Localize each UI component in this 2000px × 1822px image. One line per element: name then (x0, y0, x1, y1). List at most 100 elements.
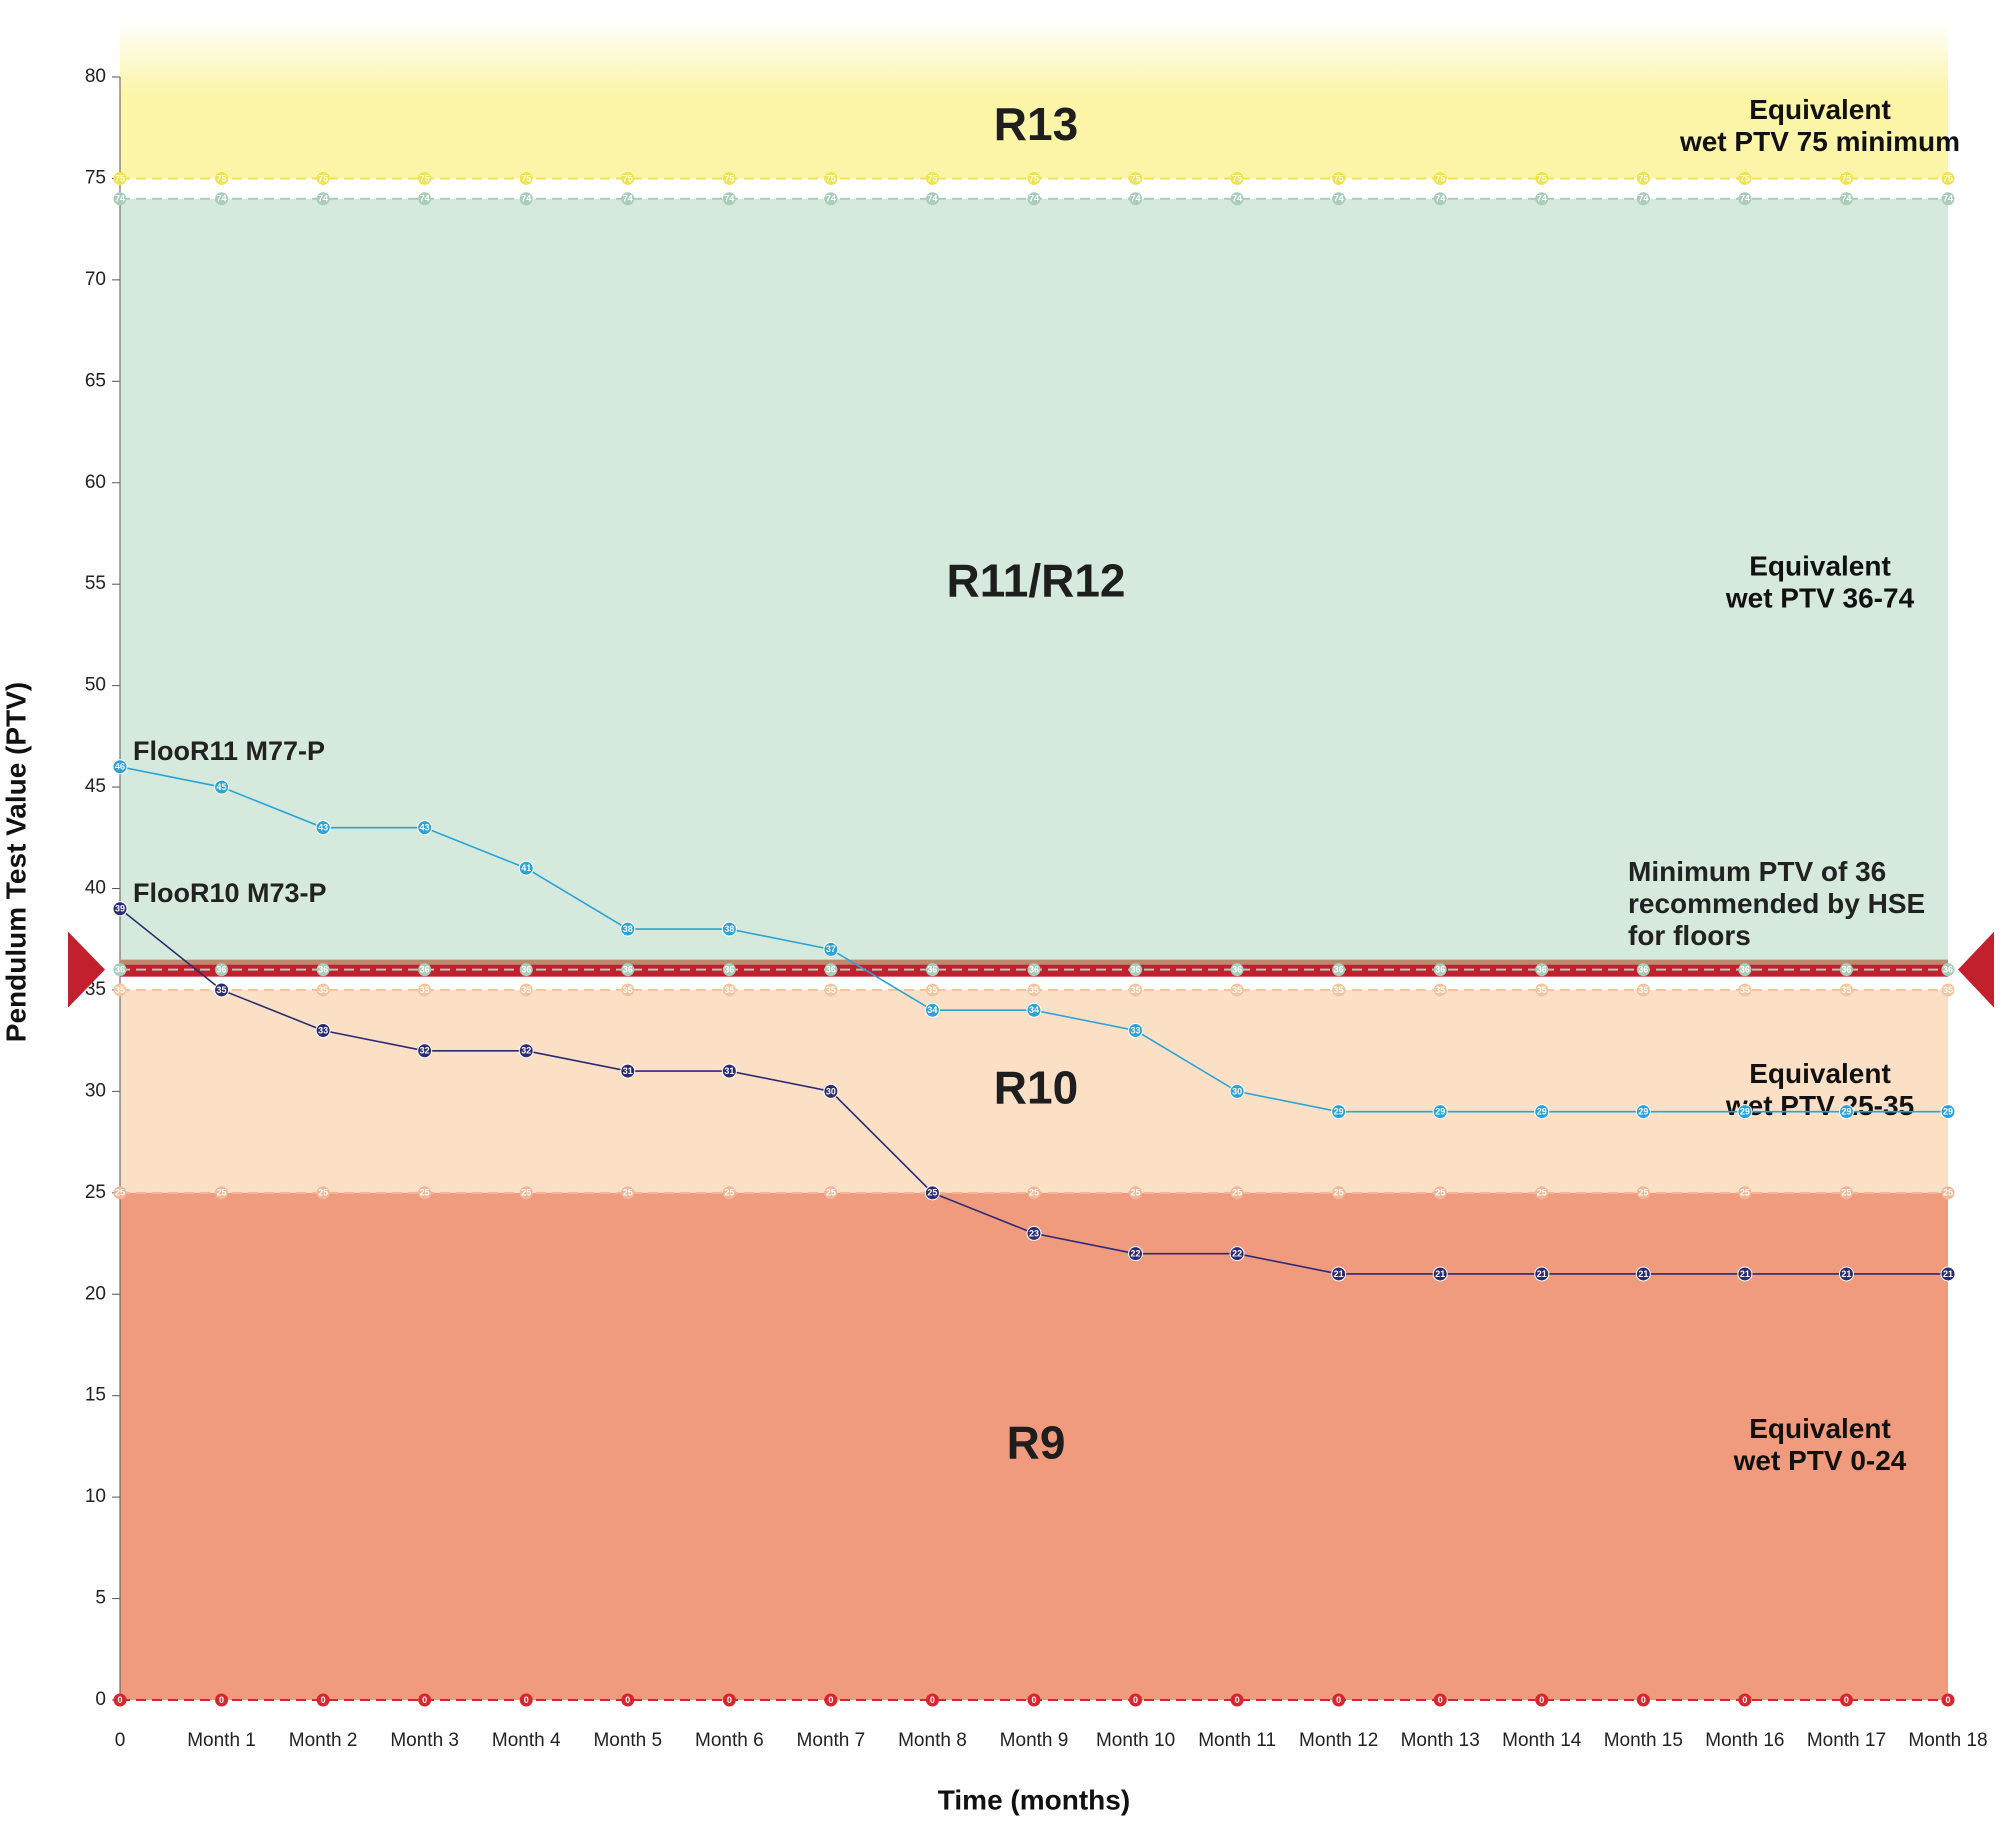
threshold-note: recommended by HSE (1628, 888, 1925, 919)
reference-marker-label: 0 (422, 1695, 427, 1705)
reference-marker (1433, 1693, 1447, 1707)
reference-marker-label: 0 (1539, 1695, 1544, 1705)
y-tick-label: 45 (85, 776, 106, 797)
y-tick-label: 30 (85, 1080, 106, 1101)
reference-marker (1027, 171, 1041, 185)
point-label: 35 (217, 985, 227, 995)
y-tick-label: 55 (85, 573, 106, 594)
reference-marker (113, 171, 127, 185)
reference-marker-label: 0 (1641, 1695, 1646, 1705)
band-label: R11/R12 (946, 554, 1125, 606)
reference-marker-label: 74 (1334, 194, 1344, 204)
point (1635, 1104, 1651, 1120)
point (1331, 1266, 1347, 1282)
reference-marker-label: 0 (524, 1695, 529, 1705)
reference-marker-label: 74 (1841, 194, 1851, 204)
reference-marker (519, 171, 533, 185)
point-label: 21 (1841, 1269, 1851, 1279)
y-tick-label: 10 (85, 1486, 106, 1507)
point-label: 21 (1943, 1269, 1953, 1279)
reference-marker (1839, 1186, 1853, 1200)
threshold-marker-right (1958, 931, 1994, 1008)
reference-marker (1332, 1693, 1346, 1707)
plot: 0 5 10 15 20 25 30 35 40 45 50 55 60 65 70 75 80 0 Month 1… (68, 66, 1994, 1751)
reference-marker (1129, 983, 1143, 997)
reference-marker (722, 963, 736, 977)
reference-marker (722, 1186, 736, 1200)
reference-marker (1839, 171, 1853, 185)
band (120, 989, 1948, 1193)
reference-marker (1230, 1693, 1244, 1707)
point-label: 29 (1841, 1107, 1851, 1117)
y-tick-label: 70 (85, 269, 106, 290)
reference-marker-label: 36 (115, 965, 125, 975)
band-note: wet PTV 25-35 (1725, 1090, 1914, 1121)
point (823, 1083, 839, 1099)
reference-marker-label: 74 (1435, 194, 1445, 204)
reference-marker-label: 35 (826, 985, 836, 995)
reference-marker-label: 74 (420, 194, 430, 204)
point-label: 32 (521, 1046, 531, 1056)
point (518, 1043, 534, 1059)
point (620, 921, 636, 937)
reference-marker-label: 0 (219, 1695, 224, 1705)
point-label: 32 (420, 1046, 430, 1056)
point (1026, 1002, 1042, 1018)
reference-marker-label: 25 (1740, 1188, 1750, 1198)
point (721, 921, 737, 937)
point-label: 21 (1537, 1269, 1547, 1279)
reference-marker (1941, 1693, 1955, 1707)
reference-marker-label: 0 (321, 1695, 326, 1705)
point (315, 820, 331, 836)
reference-marker-label: 75 (1943, 173, 1953, 183)
reference-marker (1129, 963, 1143, 977)
point-label: 29 (1334, 1107, 1344, 1117)
reference-marker (1636, 192, 1650, 206)
reference-marker-label: 25 (318, 1188, 328, 1198)
band-fade (120, 20, 1948, 97)
reference-marker-label: 35 (1131, 985, 1141, 995)
reference-marker (1636, 171, 1650, 185)
reference-marker-label: 74 (623, 194, 633, 204)
reference-marker (1129, 171, 1143, 185)
reference-marker (113, 963, 127, 977)
point (1432, 1104, 1448, 1120)
reference-marker (621, 171, 635, 185)
y-tick-label: 40 (85, 878, 106, 899)
x-tick-label: Month 17 (1807, 1730, 1886, 1751)
reference-marker-label: 35 (521, 985, 531, 995)
reference-marker-label: 36 (724, 965, 734, 975)
reference-marker-label: 0 (1945, 1695, 1950, 1705)
point (1737, 1266, 1753, 1282)
reference-marker (824, 171, 838, 185)
reference-marker-label: 74 (115, 194, 125, 204)
reference-marker-label: 36 (521, 965, 531, 975)
reference-marker (316, 963, 330, 977)
reference-marker (1230, 963, 1244, 977)
reference-marker-label: 36 (1841, 965, 1851, 975)
reference-marker (519, 1186, 533, 1200)
band-note: wet PTV 36-74 (1725, 583, 1915, 614)
reference-marker-label: 25 (521, 1188, 531, 1198)
reference-marker-label: 25 (1131, 1188, 1141, 1198)
reference-marker (1535, 192, 1549, 206)
reference-marker-label: 36 (1131, 965, 1141, 975)
series-name: FlooR10 M73-P (133, 878, 327, 908)
point (1635, 1266, 1651, 1282)
reference-marker (519, 983, 533, 997)
reference-marker (1636, 1186, 1650, 1200)
point-label: 23 (1029, 1228, 1039, 1238)
reference-marker-label: 0 (1031, 1695, 1036, 1705)
point-label: 30 (826, 1086, 836, 1096)
reference-marker-label: 75 (1029, 173, 1039, 183)
point (417, 820, 433, 836)
point (1838, 1104, 1854, 1120)
reference-marker-label: 75 (217, 173, 227, 183)
reference-marker (621, 1693, 635, 1707)
reference-marker-label: 74 (826, 194, 836, 204)
reference-marker (1027, 1186, 1041, 1200)
reference-marker (1332, 983, 1346, 997)
series-name: FlooR11 M77-P (133, 736, 325, 766)
point (1128, 1246, 1144, 1262)
